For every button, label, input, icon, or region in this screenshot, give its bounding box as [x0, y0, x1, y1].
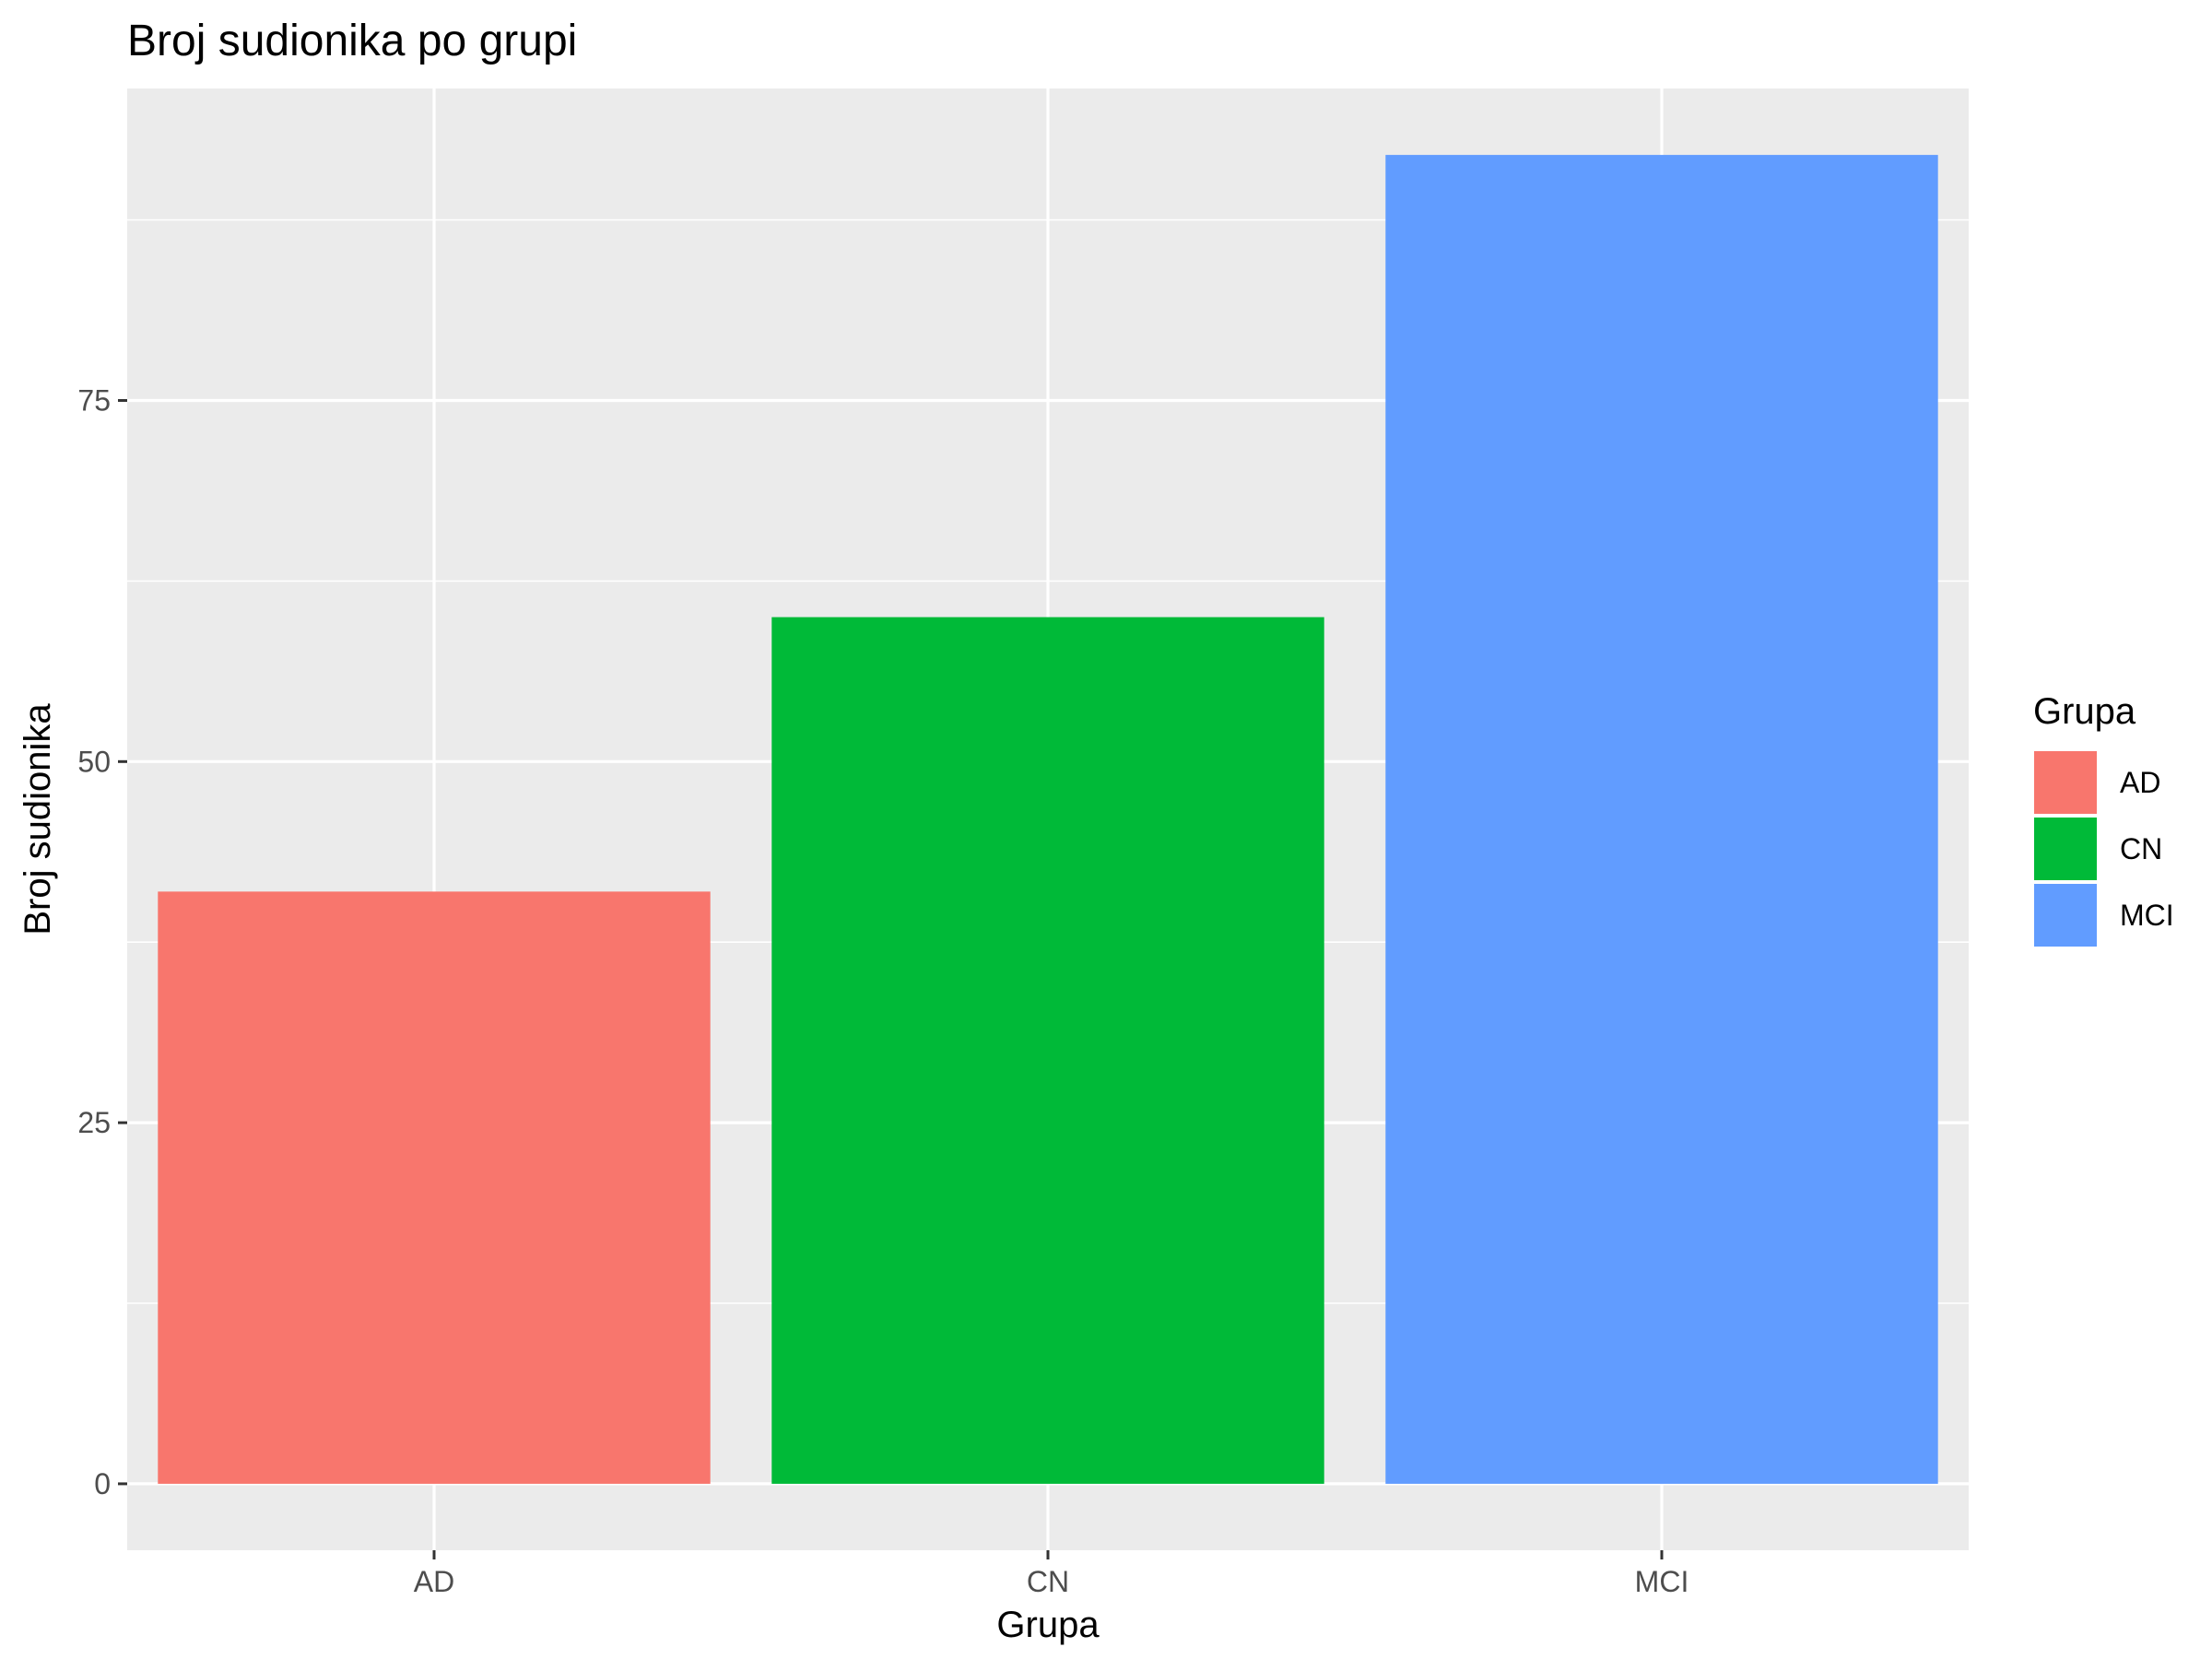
bars: [158, 155, 1938, 1484]
legend-key-mci: [2032, 882, 2099, 948]
y-tick-label: 25: [77, 1106, 111, 1139]
y-axis-title: Broj sudionika: [18, 703, 58, 935]
legend-key-ad: [2032, 749, 2099, 816]
legend-key-cn: [2032, 816, 2099, 882]
y-tick-label: 75: [77, 384, 111, 418]
x-tick-label: AD: [414, 1565, 454, 1598]
legend-label: MCI: [2120, 899, 2174, 932]
bar-ad: [158, 891, 711, 1484]
bar-mci: [1385, 155, 1938, 1484]
x-axis: AD CN MCI: [414, 1550, 1689, 1598]
y-tick-label: 50: [77, 745, 111, 778]
legend-title: Grupa: [2033, 691, 2136, 732]
x-axis-title: Grupa: [996, 1605, 1100, 1645]
legend: Grupa AD CN MCI: [2032, 691, 2174, 948]
legend-label: CN: [2120, 832, 2162, 865]
bar-cn: [771, 617, 1324, 1484]
chart-title: Broj sudionika po grupi: [127, 17, 577, 65]
x-tick-label: CN: [1027, 1565, 1069, 1598]
legend-label: AD: [2120, 766, 2160, 799]
y-axis: 0 25 50 75: [77, 384, 127, 1500]
x-tick-label: MCI: [1635, 1565, 1689, 1598]
y-tick-label: 0: [94, 1467, 111, 1500]
